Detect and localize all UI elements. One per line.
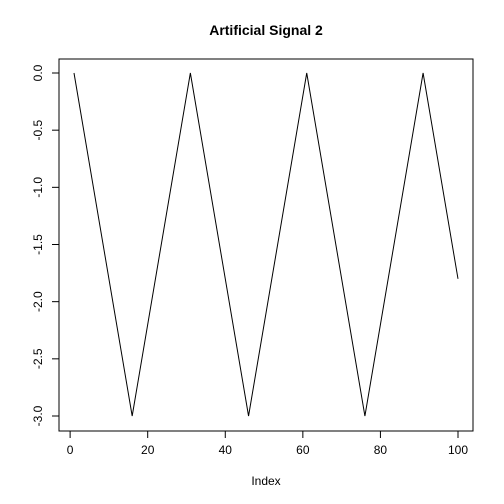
x-axis: 0 20 40 60 80 100 xyxy=(67,430,468,457)
y-tick-label: 0.0 xyxy=(31,64,45,81)
plot-box xyxy=(58,58,474,432)
x-tick-label: 20 xyxy=(141,443,155,457)
y-tick-label: -2.5 xyxy=(31,348,45,369)
chart-title: Artificial Signal 2 xyxy=(209,22,323,38)
y-tick-label: -2.0 xyxy=(31,291,45,312)
x-tick-label: 80 xyxy=(374,443,388,457)
series-layer xyxy=(73,72,459,417)
x-axis-label: Index xyxy=(251,474,280,488)
x-tick-label: 100 xyxy=(448,443,468,457)
y-tick-label: -3.0 xyxy=(31,405,45,426)
series-line xyxy=(73,72,459,417)
y-tick-label: -0.5 xyxy=(31,120,45,141)
y-tick-label: -1.5 xyxy=(31,234,45,255)
y-axis: 0.0 -0.5 -1.0 -1.5 -2.0 -2.5 -3.0 xyxy=(31,64,60,426)
y-tick-label: -1.0 xyxy=(31,177,45,198)
x-tick-label: 0 xyxy=(67,443,74,457)
x-tick-label: 40 xyxy=(219,443,233,457)
x-tick-label: 60 xyxy=(296,443,310,457)
